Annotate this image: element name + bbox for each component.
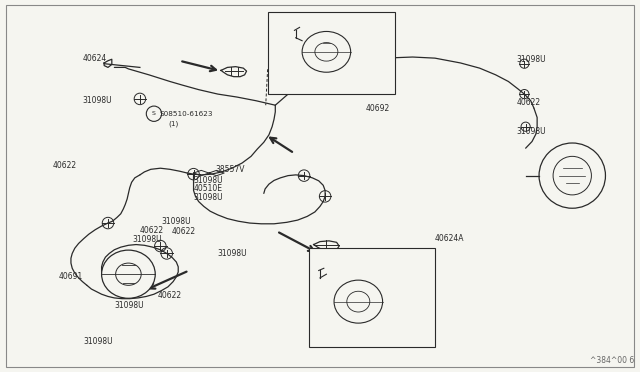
Ellipse shape: [334, 280, 383, 323]
Text: 40691: 40691: [58, 272, 83, 281]
Text: 40692: 40692: [366, 104, 390, 113]
Bar: [308, 248, 435, 347]
Text: 40622: 40622: [140, 226, 164, 235]
Text: 31098U: 31098U: [193, 176, 223, 185]
Text: 40624A: 40624A: [351, 47, 380, 56]
Text: 17557: 17557: [314, 298, 338, 307]
Text: 31098U: 31098U: [162, 217, 191, 226]
Text: 17562: 17562: [289, 42, 314, 51]
Text: 31098U: 31098U: [133, 235, 163, 244]
Text: 40622: 40622: [53, 161, 77, 170]
Text: 40624: 40624: [83, 54, 107, 62]
Text: 40624A: 40624A: [325, 265, 355, 274]
Text: ^384^00 6: ^384^00 6: [590, 356, 634, 365]
Text: S: S: [152, 111, 156, 116]
Text: 40692: 40692: [314, 13, 338, 22]
Text: 38557V: 38557V: [215, 165, 244, 174]
Text: 40622: 40622: [172, 227, 196, 237]
Text: S08510-61623: S08510-61623: [159, 111, 212, 117]
Text: 31098U: 31098U: [516, 126, 547, 136]
Text: (1): (1): [168, 121, 179, 127]
Text: 40691: 40691: [339, 331, 364, 341]
Text: 31098U: 31098U: [193, 193, 223, 202]
Text: 31098U: 31098U: [218, 249, 248, 258]
Text: 40622: 40622: [516, 98, 541, 107]
Text: 17557: 17557: [289, 33, 314, 42]
Text: 40510E: 40510E: [193, 185, 223, 193]
Text: 31098U: 31098U: [115, 301, 144, 310]
Text: 40624A: 40624A: [435, 234, 465, 243]
Ellipse shape: [102, 250, 156, 298]
Text: FROM NOV.'82: FROM NOV.'82: [315, 251, 369, 260]
Text: 31098U: 31098U: [83, 96, 112, 105]
Text: 31098U: 31098U: [516, 55, 547, 64]
Text: FROM FEB.'82: FROM FEB.'82: [275, 81, 328, 90]
Bar: [268, 12, 396, 94]
Text: 17562: 17562: [328, 287, 352, 296]
Text: 31098U: 31098U: [84, 337, 113, 346]
Text: 40622: 40622: [157, 291, 181, 300]
Ellipse shape: [302, 32, 351, 72]
